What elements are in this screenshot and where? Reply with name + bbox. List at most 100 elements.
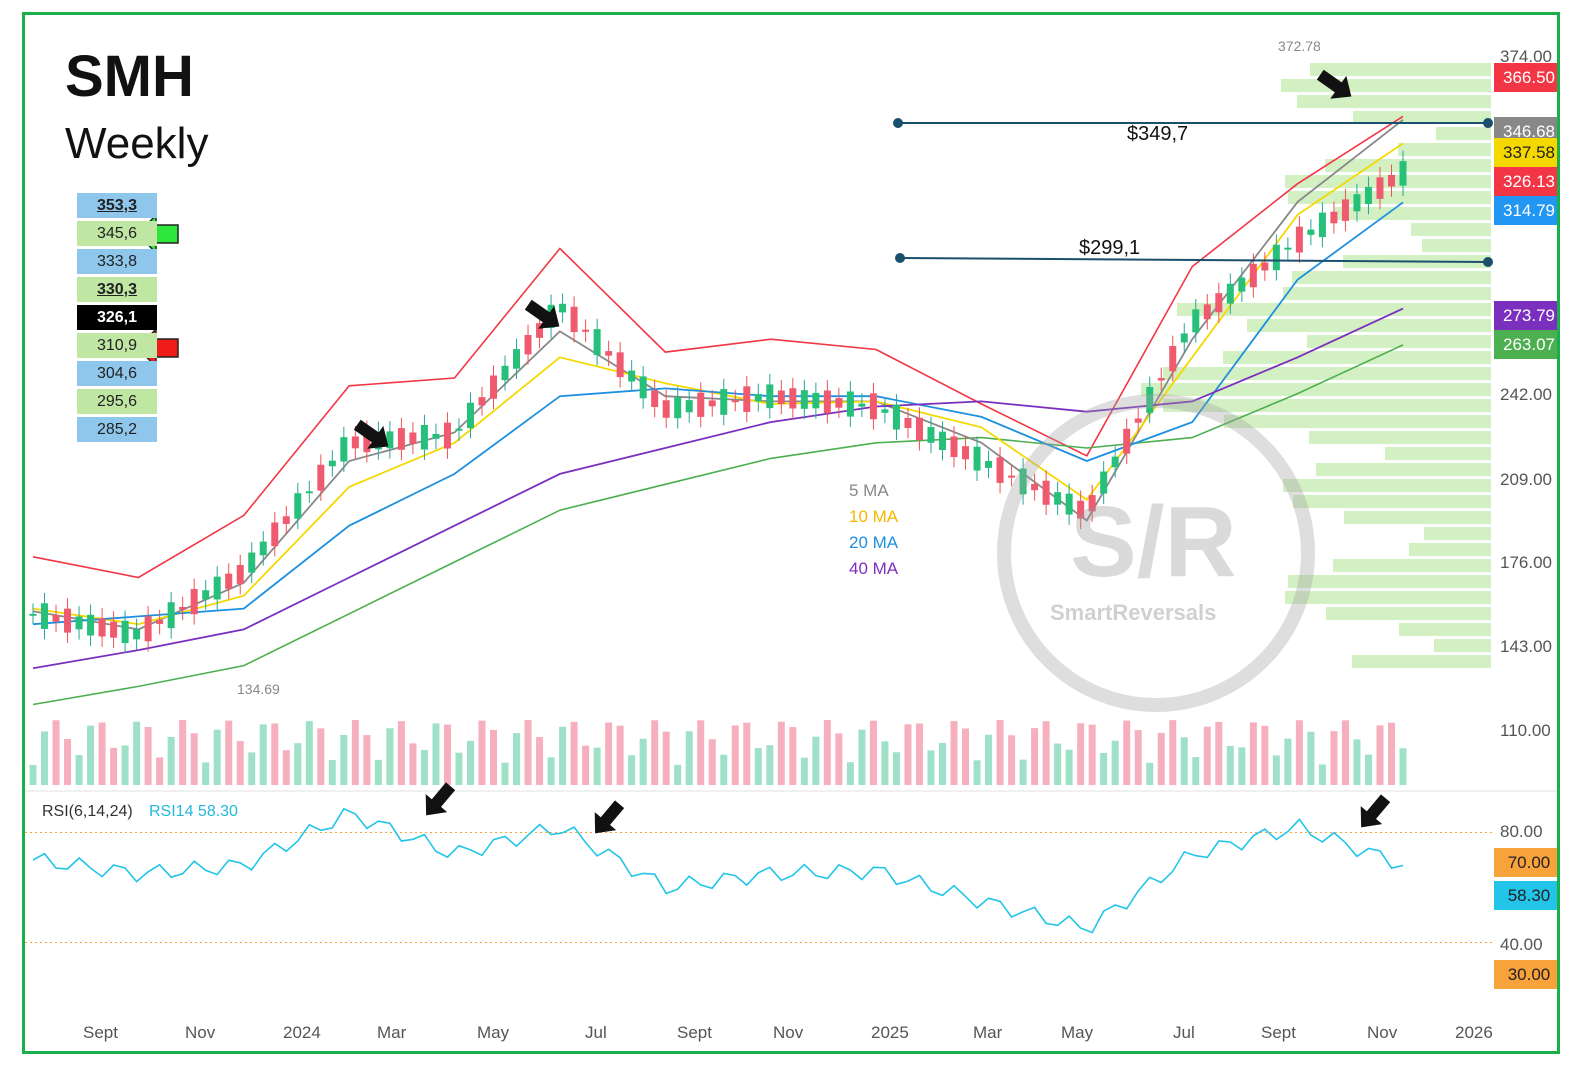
- candle-body: [248, 552, 256, 573]
- volume-bar: [524, 720, 532, 785]
- price-tag-263.07: 263.07: [1494, 330, 1557, 359]
- candle-body: [133, 629, 141, 640]
- volume-bar: [167, 736, 175, 785]
- candle-body: [363, 430, 371, 453]
- volume-bar: [605, 722, 613, 785]
- volume-bar: [455, 752, 463, 785]
- x-tick: Nov: [185, 1023, 216, 1042]
- line-10ma: [32, 142, 1404, 626]
- candle-body: [766, 384, 774, 409]
- candle-body: [559, 303, 567, 313]
- candle-body: [720, 389, 728, 415]
- rsi-tag-70.00: 70.00: [1494, 848, 1557, 877]
- candle-body: [1272, 244, 1280, 271]
- volume-bar: [1054, 743, 1062, 785]
- volume-bar: [1353, 739, 1361, 785]
- volume-bar: [962, 728, 970, 785]
- volume-bar: [835, 733, 843, 785]
- candle-body: [478, 397, 486, 406]
- volume-bar: [213, 729, 221, 785]
- candle-body: [1169, 345, 1177, 372]
- volume-bar: [1387, 722, 1395, 785]
- arrow-icon: [594, 800, 625, 834]
- candle-body: [443, 422, 451, 449]
- volume-profile-bar: [1316, 463, 1491, 476]
- volume-bar: [305, 721, 313, 785]
- candle-body: [743, 386, 751, 412]
- candle-body: [1042, 480, 1050, 505]
- candle-body: [697, 392, 705, 417]
- price-chart: [25, 63, 1557, 943]
- candle-body: [1341, 199, 1349, 221]
- x-tick: May: [1061, 1023, 1094, 1042]
- candle-body: [397, 428, 405, 450]
- volume-bar: [1318, 764, 1326, 785]
- volume-bar: [1307, 731, 1315, 785]
- y-tick: 176.00: [1500, 553, 1552, 572]
- volume-bar: [777, 721, 785, 785]
- x-tick: Sept: [1261, 1023, 1296, 1042]
- volume-bar: [1330, 731, 1338, 785]
- candle-body: [1387, 174, 1395, 187]
- volume-profile-bar: [1326, 607, 1491, 620]
- volume-profile-bar: [1247, 319, 1491, 332]
- candle-body: [973, 446, 981, 471]
- x-tick: Nov: [773, 1023, 804, 1042]
- candle-body: [1330, 211, 1338, 224]
- y-tick: 209.00: [1500, 470, 1552, 489]
- arrow-icon: [524, 299, 560, 329]
- price-tag-326.13: 326.13: [1494, 167, 1557, 196]
- candle-body: [938, 431, 946, 451]
- level-2: 333,8: [77, 249, 157, 274]
- volume-profile-bar: [1344, 511, 1491, 524]
- candle-body: [662, 400, 670, 418]
- candle-body: [639, 376, 647, 399]
- line-299-end: [1483, 257, 1493, 267]
- volume-profile-bar: [1163, 367, 1491, 380]
- line-label-349: $349,7: [1127, 123, 1189, 145]
- candle-body: [29, 613, 37, 616]
- candle-body: [927, 427, 935, 443]
- candle-body: [616, 352, 624, 378]
- volume-bar: [1226, 745, 1234, 785]
- level-3: 330,3: [77, 277, 157, 302]
- volume-bar: [996, 720, 1004, 785]
- candle-body: [605, 351, 613, 356]
- candle-body: [674, 397, 682, 419]
- volume-profile-bar: [1292, 271, 1491, 284]
- volume-bar: [202, 762, 210, 785]
- candle-body: [490, 375, 498, 399]
- volume-bar: [950, 721, 958, 785]
- candle-body: [1399, 161, 1407, 186]
- volume-bar: [225, 720, 233, 785]
- candle-body: [789, 388, 797, 409]
- ticker-title: SMH: [65, 44, 194, 109]
- volume-profile-bar: [1293, 495, 1491, 508]
- volume-bar: [133, 721, 141, 785]
- volume-bar: [674, 764, 682, 785]
- volume-bar: [582, 745, 590, 785]
- level-7: 295,6: [77, 389, 157, 414]
- volume-profile-bar: [1333, 559, 1491, 572]
- line-349-start: [893, 118, 903, 128]
- x-tick: 2026: [1455, 1023, 1493, 1042]
- volume-bar: [1042, 721, 1050, 785]
- legend-5ma: 5 MA: [849, 481, 889, 500]
- volume-bar: [593, 747, 601, 785]
- watermark-text: S/R: [1070, 486, 1237, 598]
- price-tag-314.79: 314.79: [1494, 196, 1557, 225]
- rsi-tag-30.00: 30.00: [1494, 960, 1557, 989]
- arrow-icon: [1360, 794, 1391, 828]
- volume-bar: [156, 757, 164, 785]
- volume-bar: [110, 747, 118, 785]
- candle-body: [87, 614, 95, 636]
- candle-body: [570, 306, 578, 333]
- candle-body: [75, 616, 83, 630]
- rsi-label: RSI(6,14,24): [42, 803, 133, 820]
- y-tick: 242.00: [1500, 385, 1552, 404]
- volume-bar: [938, 742, 946, 785]
- x-tick: Nov: [1367, 1023, 1398, 1042]
- candle-body: [1238, 277, 1246, 292]
- rsi-y-tick: 40.00: [1500, 935, 1543, 954]
- volume-profile-bar: [1334, 207, 1491, 220]
